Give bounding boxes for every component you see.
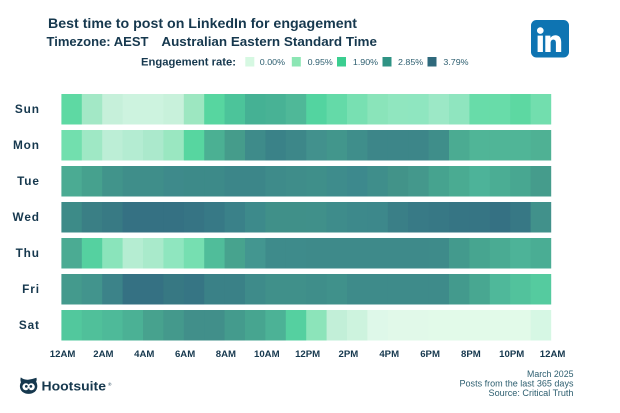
svg-text:Source: Critical Truth: Source: Critical Truth: [489, 388, 574, 398]
svg-text:0.95%: 0.95%: [308, 57, 334, 67]
svg-text:Timezone: AEST: Timezone: AEST: [47, 35, 149, 49]
svg-text:6PM: 6PM: [420, 349, 440, 360]
svg-text:2AM: 2AM: [93, 349, 113, 360]
svg-text:10PM: 10PM: [499, 349, 524, 360]
svg-text:March 2025: March 2025: [527, 369, 574, 379]
svg-text:8AM: 8AM: [216, 349, 236, 360]
svg-text:Posts from the last 365 days: Posts from the last 365 days: [460, 379, 575, 389]
svg-text:Wed: Wed: [13, 210, 40, 224]
svg-text:1.90%: 1.90%: [353, 57, 379, 67]
svg-text:Sat: Sat: [19, 318, 40, 332]
svg-text:Tue: Tue: [17, 174, 40, 188]
svg-text:12AM: 12AM: [50, 349, 76, 360]
svg-text:6AM: 6AM: [175, 349, 195, 360]
svg-text:2.85%: 2.85%: [398, 57, 424, 67]
svg-text:Sun: Sun: [15, 102, 40, 116]
svg-text:Fri: Fri: [22, 282, 40, 296]
svg-text:0.00%: 0.00%: [260, 57, 286, 67]
svg-text:Hootsuite: Hootsuite: [42, 378, 107, 393]
svg-text:12AM: 12AM: [540, 349, 566, 360]
svg-text:3.79%: 3.79%: [443, 57, 469, 67]
svg-text:®: ®: [108, 381, 112, 387]
svg-text:10AM: 10AM: [254, 349, 280, 360]
svg-text:8PM: 8PM: [461, 349, 481, 360]
svg-text:4PM: 4PM: [379, 349, 399, 360]
svg-text:Engagement rate:: Engagement rate:: [141, 57, 236, 69]
svg-text:Australian Eastern Standard Ti: Australian Eastern Standard Time: [161, 35, 377, 49]
svg-text:4AM: 4AM: [134, 349, 154, 360]
svg-text:Best time to post on LinkedIn: Best time to post on LinkedIn for engage…: [48, 16, 358, 31]
svg-text:Thu: Thu: [16, 246, 40, 260]
svg-text:2PM: 2PM: [339, 349, 359, 360]
svg-text:12PM: 12PM: [295, 349, 320, 360]
svg-text:Mon: Mon: [13, 138, 40, 152]
